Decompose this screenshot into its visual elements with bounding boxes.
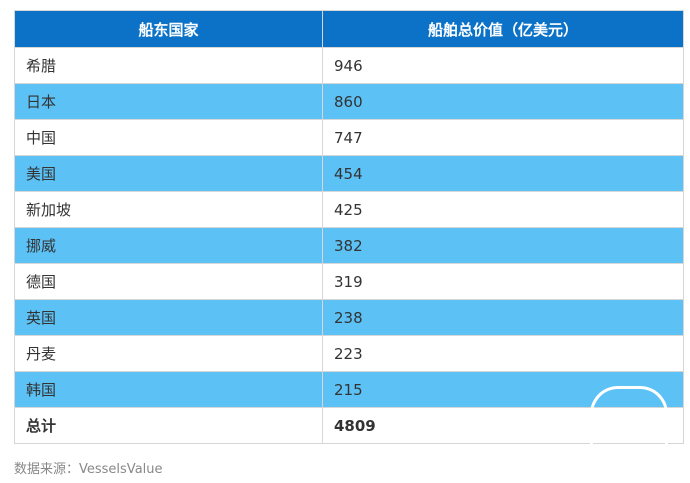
column-header-value: 船舶总价值（亿美元） (322, 10, 684, 48)
table-row: 中国 747 (14, 119, 684, 156)
country-cell: 韩国 (14, 371, 323, 408)
value-cell: 319 (322, 263, 684, 300)
table-row: 新加坡 425 (14, 191, 684, 228)
value-cell: 454 (322, 155, 684, 192)
country-cell: 德国 (14, 263, 323, 300)
value-cell: 946 (322, 47, 684, 84)
total-row: 总计 4809 (14, 407, 684, 444)
table-row: 挪威 382 (14, 227, 684, 264)
country-cell: 丹麦 (14, 335, 323, 372)
value-cell: 747 (322, 119, 684, 156)
value-cell: 215 (322, 371, 684, 408)
table-row: 美国 454 (14, 155, 684, 192)
total-value: 4809 (322, 407, 684, 444)
watermark-shape (590, 386, 668, 446)
country-cell: 挪威 (14, 227, 323, 264)
country-cell: 日本 (14, 83, 323, 120)
column-header-country: 船东国家 (14, 10, 323, 48)
table-row: 韩国 215 (14, 371, 684, 408)
table-row: 希腊 946 (14, 47, 684, 84)
value-cell: 860 (322, 83, 684, 120)
table-row: 德国 319 (14, 263, 684, 300)
country-cell: 美国 (14, 155, 323, 192)
value-cell: 382 (322, 227, 684, 264)
table-row: 丹麦 223 (14, 335, 684, 372)
table-row: 英国 238 (14, 299, 684, 336)
total-label: 总计 (14, 407, 323, 444)
table-header-row: 船东国家 船舶总价值（亿美元） (14, 10, 684, 48)
vessel-value-table: 船东国家 船舶总价值（亿美元） 希腊 946 日本 860 中国 747 美国 454 新加坡 4… (14, 10, 684, 444)
country-cell: 英国 (14, 299, 323, 336)
value-cell: 238 (322, 299, 684, 336)
country-cell: 中国 (14, 119, 323, 156)
value-cell: 223 (322, 335, 684, 372)
table-row: 日本 860 (14, 83, 684, 120)
country-cell: 希腊 (14, 47, 323, 84)
source-note: 数据来源：VesselsValue (14, 462, 163, 477)
country-cell: 新加坡 (14, 191, 323, 228)
value-cell: 425 (322, 191, 684, 228)
